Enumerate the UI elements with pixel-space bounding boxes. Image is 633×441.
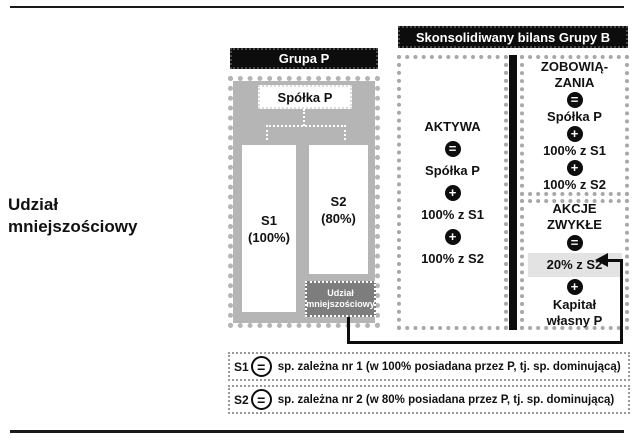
column-item: Spółka P	[425, 162, 480, 178]
arrow-segment	[347, 317, 350, 344]
column-item: 100% z S1	[543, 142, 606, 158]
plus-operator-icon: +	[566, 159, 583, 176]
equals-operator-icon: =	[444, 140, 461, 157]
plus-operator-icon: +	[566, 125, 583, 142]
aktywa-column: AKTYWA = Spółka P +100% z S1 +100% z S2	[397, 55, 508, 330]
arrow-segment	[620, 259, 623, 344]
connector-line	[266, 125, 346, 127]
connector-line	[344, 125, 346, 140]
akcje-zwykle-content: AKCJE ZWYKŁE = 20% z S2 + Kapitał własny P	[527, 200, 622, 329]
s1-label: S1 (100%)	[248, 212, 290, 245]
bottom-rule	[10, 430, 624, 433]
legend-text: sp. zależna nr 1 (w 100% posiadana przez…	[277, 360, 621, 373]
legend-key: S2	[234, 392, 249, 407]
bilans-header-label: Skonsolidiwany bilans Grupy B	[415, 29, 611, 45]
zobowiazania-box: ZOBOWIĄ- ZANIA = Spółka P +100% z S1 +100% z…	[520, 55, 629, 196]
figure-side-title: Udział mniejszościowy	[8, 194, 137, 238]
column-title: AKCJE ZWYKŁE	[547, 200, 602, 232]
spolka-p-label: Spółka P	[277, 89, 333, 105]
column-item: 100% z S2	[421, 250, 484, 266]
column-item: 100% z S2	[543, 176, 606, 192]
equals-circle-icon: =	[250, 356, 272, 377]
plus-operator-icon: +	[566, 278, 583, 295]
column-item: Spółka P	[547, 108, 602, 124]
column-title: AKTYWA	[424, 118, 481, 134]
subsidiary-s2-box: S2 (80%)	[304, 140, 373, 279]
legend-row-s1: S1 = sp. zależna nr 1 (w 100% posiadana …	[228, 352, 630, 381]
legend-key: S1	[234, 359, 249, 374]
subsidiary-s1-box: S1 (100%)	[237, 140, 301, 317]
arrow-segment	[607, 259, 623, 262]
plus-operator-icon: +	[444, 228, 461, 245]
minority-interest-box: Udział mniejszościowy	[305, 281, 376, 317]
column-title: ZOBOWIĄ- ZANIA	[540, 58, 609, 90]
side-title-line2: mniejszościowy	[8, 217, 138, 236]
grupa-p-header: Grupa P	[230, 48, 378, 69]
legend-row-s2: S2 = sp. zależna nr 2 (w 80% posiadana p…	[228, 385, 630, 414]
balance-divider-bar	[509, 55, 517, 330]
aktywa-content: AKTYWA = Spółka P +100% z S1 +100% z S2	[421, 119, 484, 267]
top-rule	[10, 6, 624, 8]
bilans-header: Skonsolidiwany bilans Grupy B	[398, 26, 628, 48]
column-item: Kapitał własny P	[546, 296, 603, 328]
spolka-p-box: Spółka P	[258, 85, 352, 109]
akcje-zwykle-box: AKCJE ZWYKŁE = 20% z S2 + Kapitał własny P	[520, 199, 629, 330]
arrow-segment	[347, 341, 623, 344]
s2-label: S2 (80%)	[321, 193, 356, 226]
side-title-line1: Udział	[8, 195, 59, 214]
equals-operator-icon: =	[566, 234, 583, 251]
zobowiazania-content: ZOBOWIĄ- ZANIA = Spółka P +100% z S1 +100% z…	[541, 59, 608, 193]
connector-line	[303, 109, 305, 126]
equals-operator-icon: =	[566, 91, 583, 108]
plus-operator-icon: +	[444, 184, 461, 201]
legend-text: sp. zależna nr 2 (w 80% posiadana przez …	[277, 393, 615, 406]
connector-line	[266, 125, 268, 140]
minority-interest-label: Udział mniejszościowy	[306, 288, 375, 309]
grupa-p-header-label: Grupa P	[278, 51, 330, 66]
column-item: 100% z S1	[421, 206, 484, 222]
equals-circle-icon: =	[250, 389, 272, 410]
arrow-head-icon	[595, 253, 608, 267]
